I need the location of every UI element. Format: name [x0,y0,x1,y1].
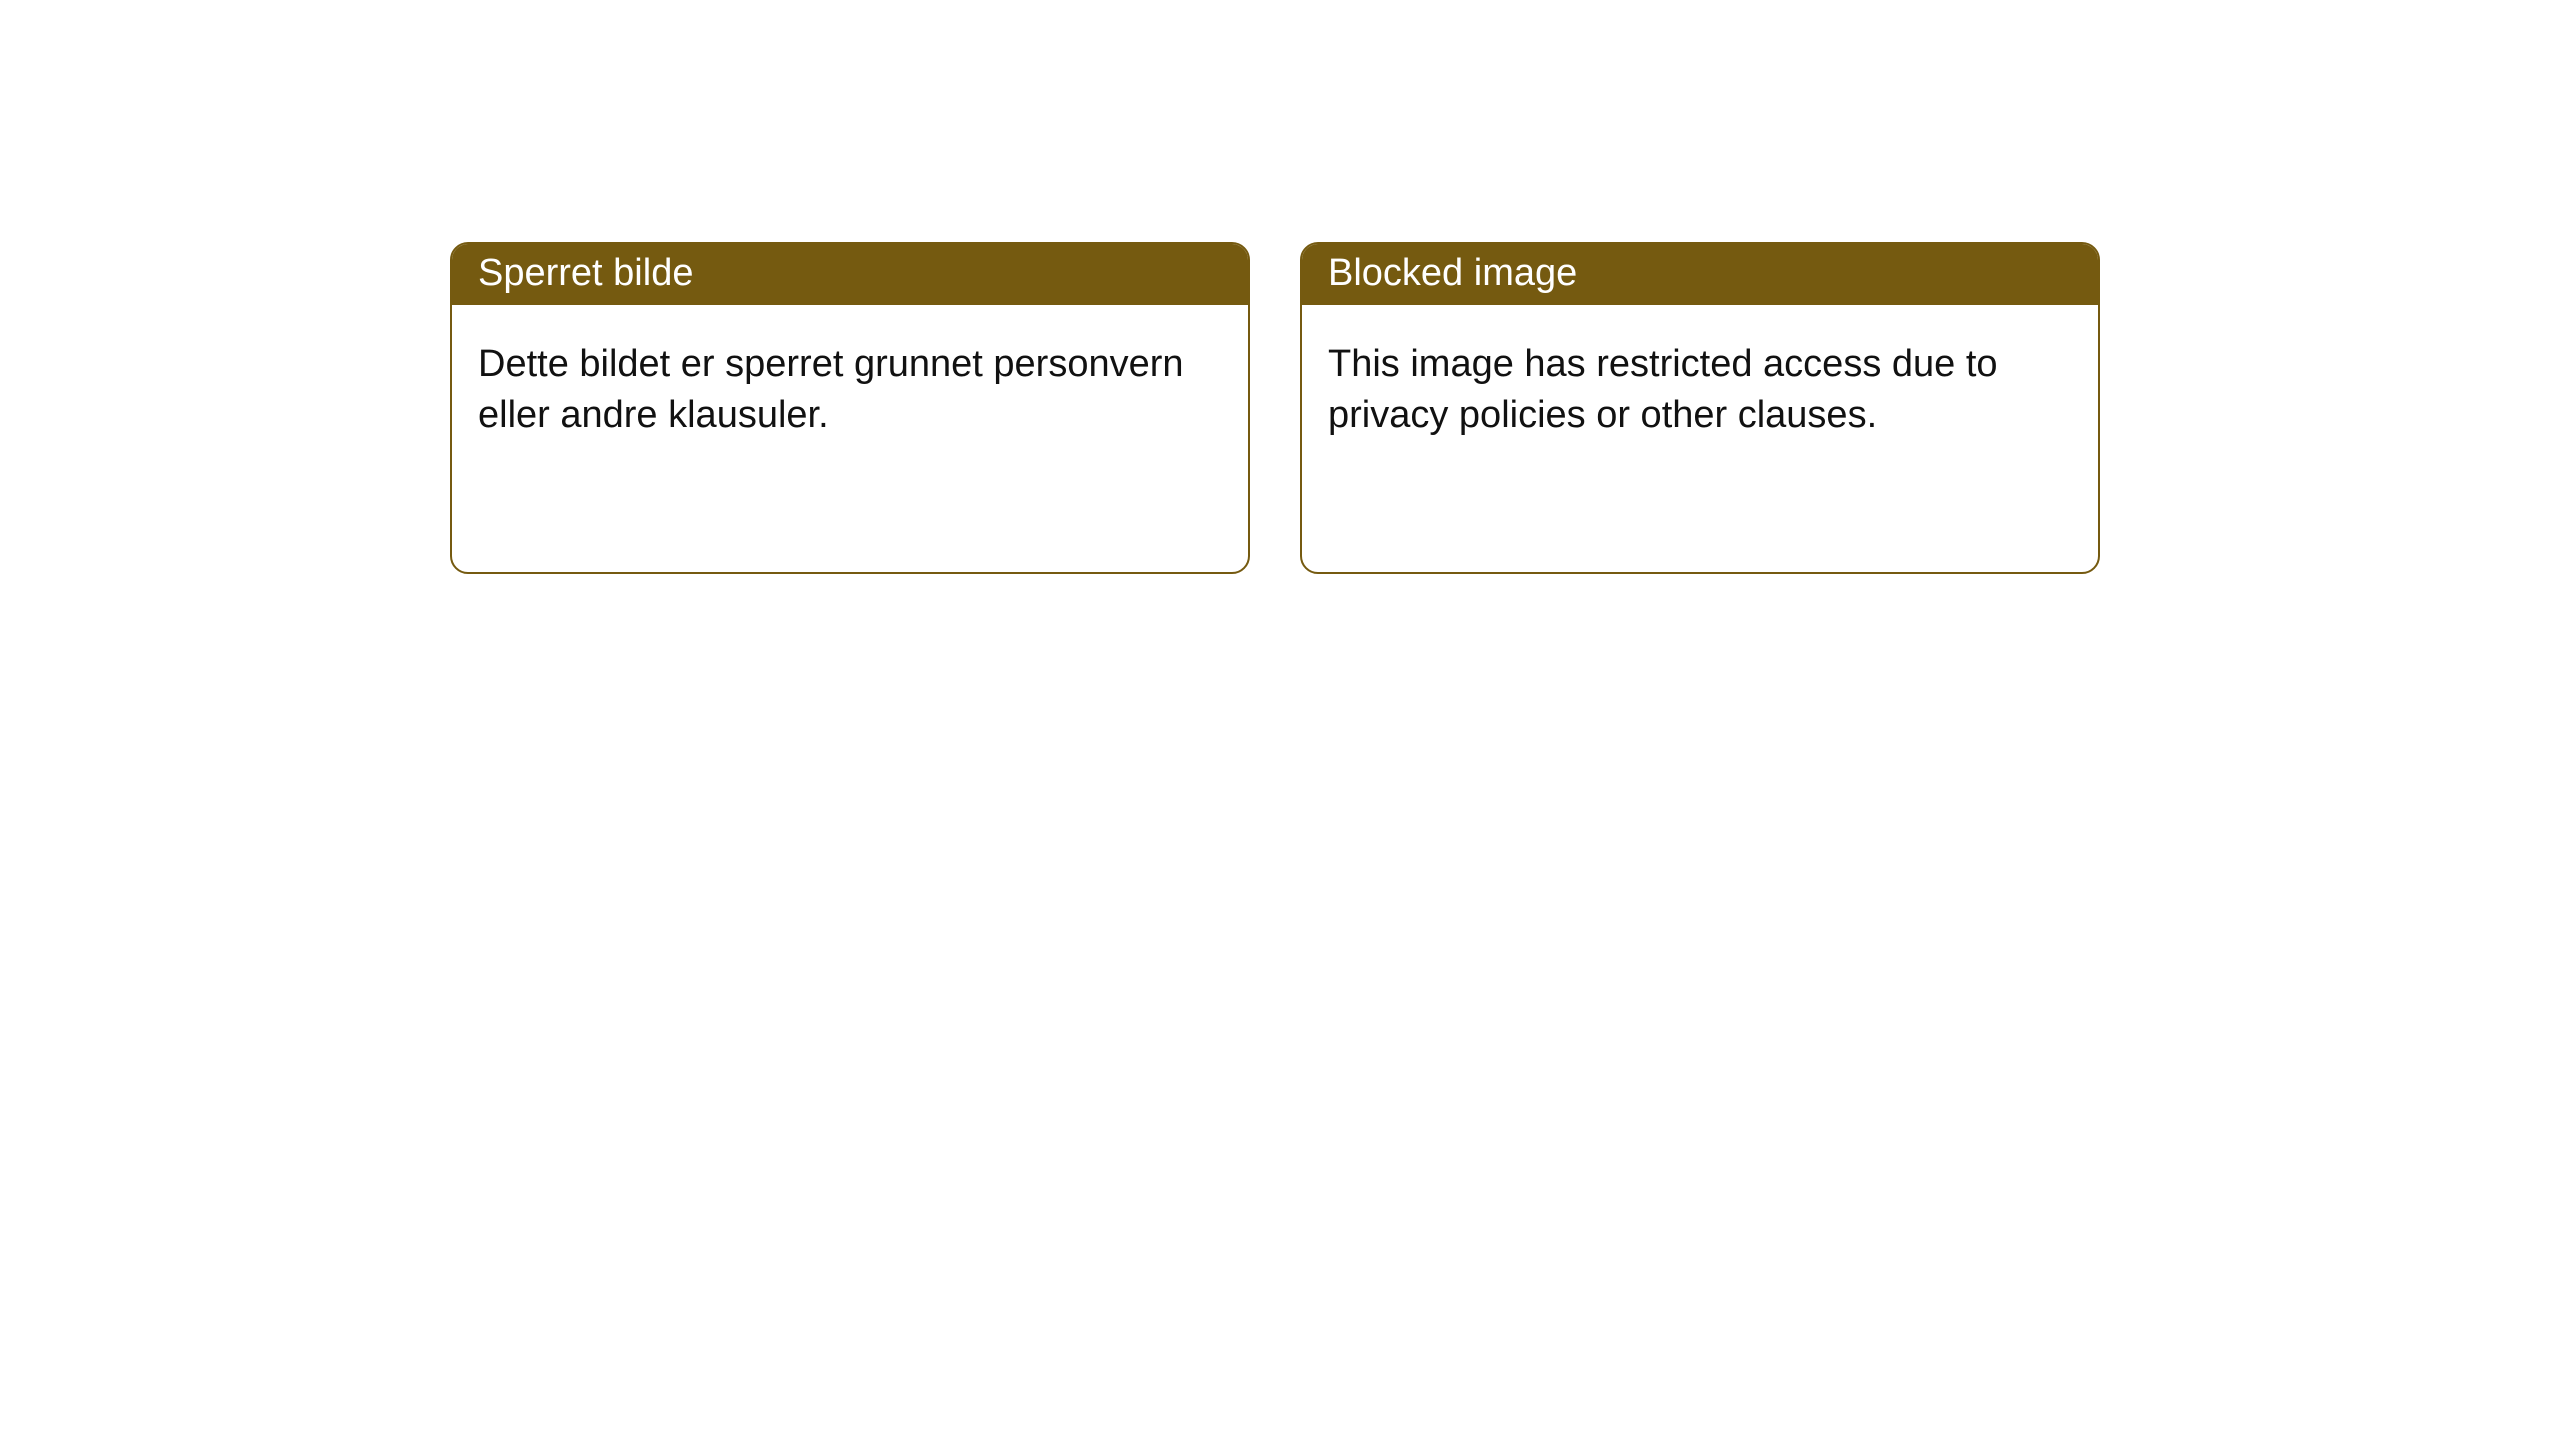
notice-card-norwegian: Sperret bilde Dette bildet er sperret gr… [450,242,1250,574]
notice-card-english: Blocked image This image has restricted … [1300,242,2100,574]
notice-title-norwegian: Sperret bilde [452,244,1248,305]
notice-body-norwegian: Dette bildet er sperret grunnet personve… [452,305,1248,476]
notice-container: Sperret bilde Dette bildet er sperret gr… [0,0,2560,574]
notice-body-english: This image has restricted access due to … [1302,305,2098,476]
notice-title-english: Blocked image [1302,244,2098,305]
